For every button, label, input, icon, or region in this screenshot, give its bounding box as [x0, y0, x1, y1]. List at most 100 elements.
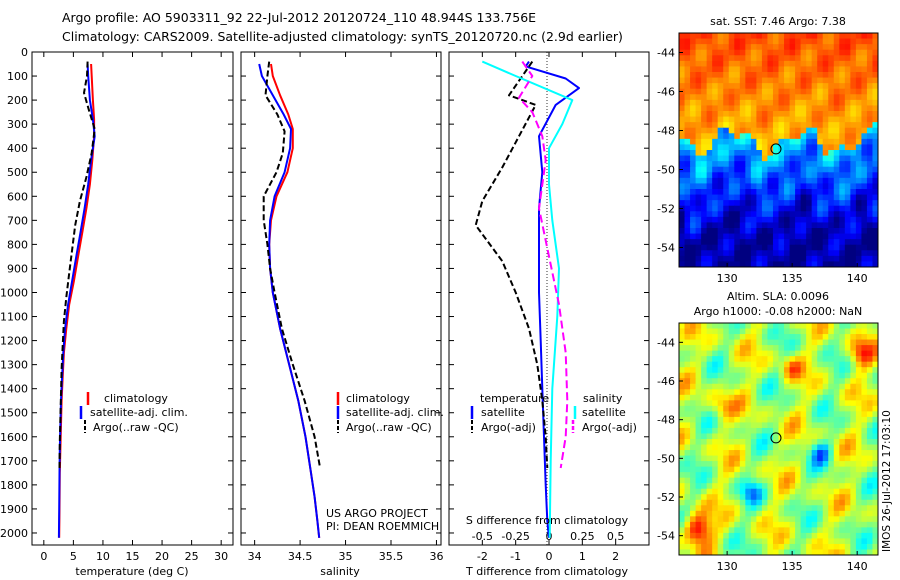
heatmap-cell	[690, 77, 697, 84]
heatmap-cell	[679, 411, 686, 418]
heatmap-cell	[855, 60, 863, 68]
heatmap-cell	[684, 433, 691, 440]
heatmap-cell	[723, 383, 730, 390]
heatmap-cell	[872, 394, 878, 401]
heatmap-cell	[850, 83, 857, 90]
heatmap-cell	[761, 116, 769, 123]
heatmap-cell	[778, 77, 785, 84]
heatmap-cell	[690, 499, 697, 506]
heatmap-cell	[745, 521, 752, 528]
heatmap-cell	[800, 422, 807, 429]
heatmap-cell	[844, 494, 851, 501]
heatmap-cell	[844, 328, 851, 335]
heatmap-cell	[734, 461, 741, 468]
heatmap-cell	[789, 216, 796, 224]
heatmap-cell	[750, 439, 757, 446]
heatmap-cell	[795, 250, 802, 257]
heatmap-cell	[701, 66, 708, 73]
heatmap-cell	[695, 200, 702, 207]
heatmap-cell	[817, 172, 824, 179]
heatmap-cell	[806, 216, 813, 224]
heatmap-cell	[745, 116, 752, 123]
heatmap-cell	[772, 189, 780, 196]
heatmap-cell	[844, 405, 851, 412]
heatmap-cell	[833, 356, 840, 363]
heatmap-cell	[806, 138, 813, 146]
heatmap-cell	[728, 483, 735, 490]
heatmap-cell	[778, 461, 785, 468]
heatmap-cell	[784, 138, 791, 146]
heatmap-cell	[761, 99, 769, 107]
heatmap-cell	[795, 477, 802, 484]
heatmap-cell	[695, 472, 702, 479]
heatmap-cell	[712, 77, 719, 84]
heatmap-cell	[701, 99, 708, 107]
heatmap-cell	[684, 455, 691, 462]
heatmap-cell	[690, 60, 697, 68]
heatmap-cell	[866, 44, 874, 51]
heatmap-cell	[728, 516, 735, 523]
heatmap-cell	[750, 200, 757, 207]
heatmap-cell	[695, 33, 702, 40]
heatmap-cell	[811, 166, 818, 173]
heatmap-cell	[784, 211, 791, 218]
heatmap-cell	[706, 261, 713, 267]
heatmap-cell	[728, 422, 735, 429]
heatmap-cell	[784, 361, 791, 368]
heatmap-cell	[745, 105, 752, 112]
heatmap-cell	[844, 543, 851, 551]
heatmap-cell	[784, 334, 791, 341]
heatmap-cell	[855, 378, 863, 385]
heatmap-cell	[795, 383, 802, 390]
heatmap-cell	[811, 516, 818, 523]
heatmap-cell	[739, 394, 746, 401]
y-tick-label: -50	[657, 452, 675, 465]
heatmap-cell	[745, 127, 752, 134]
heatmap-cell	[745, 394, 752, 401]
heatmap-cell	[828, 328, 835, 335]
heatmap-cell	[784, 150, 791, 157]
heatmap-cell	[717, 323, 724, 330]
heatmap-cell	[750, 510, 757, 517]
heatmap-cell	[861, 55, 868, 62]
heatmap-cell	[828, 499, 835, 506]
heatmap-cell	[706, 49, 713, 56]
heatmap-cell	[811, 345, 818, 352]
heatmap-cell	[750, 105, 757, 112]
heatmap-cell	[728, 66, 735, 73]
heatmap-cell	[800, 433, 807, 440]
heatmap-cell	[822, 549, 829, 555]
heatmap-cell	[756, 389, 763, 396]
heatmap-cell	[800, 516, 807, 523]
heatmap-cell	[855, 150, 863, 157]
heatmap-cell	[784, 383, 791, 390]
heatmap-cell	[861, 216, 868, 224]
heatmap-cell	[800, 499, 807, 506]
heatmap-cell	[767, 77, 774, 84]
heatmap-cell	[684, 439, 691, 446]
heatmap-cell	[828, 122, 835, 129]
heatmap-cell	[855, 138, 863, 146]
heatmap-cell	[795, 88, 802, 95]
heatmap-cell	[706, 505, 713, 512]
heatmap-cell	[795, 38, 802, 45]
heatmap-cell	[745, 499, 752, 506]
heatmap-cell	[690, 466, 697, 473]
heatmap-cell	[828, 88, 835, 95]
heatmap-cell	[706, 211, 713, 218]
heatmap-cell	[734, 161, 741, 168]
heatmap-cell	[706, 239, 713, 246]
heatmap-cell	[712, 55, 719, 62]
heatmap-cell	[778, 488, 785, 495]
heatmap-cell	[806, 356, 813, 363]
heatmap-cell	[817, 521, 824, 528]
heatmap-cell	[761, 166, 769, 173]
heatmap-cell	[690, 483, 697, 490]
heatmap-cell	[717, 505, 724, 512]
heatmap-cell	[712, 155, 719, 162]
heatmap-cell	[811, 361, 818, 368]
heatmap-cell	[861, 261, 868, 267]
heatmap-cell	[861, 433, 868, 440]
heatmap-cell	[806, 510, 813, 517]
s-tick-label: 0.5	[607, 530, 625, 543]
